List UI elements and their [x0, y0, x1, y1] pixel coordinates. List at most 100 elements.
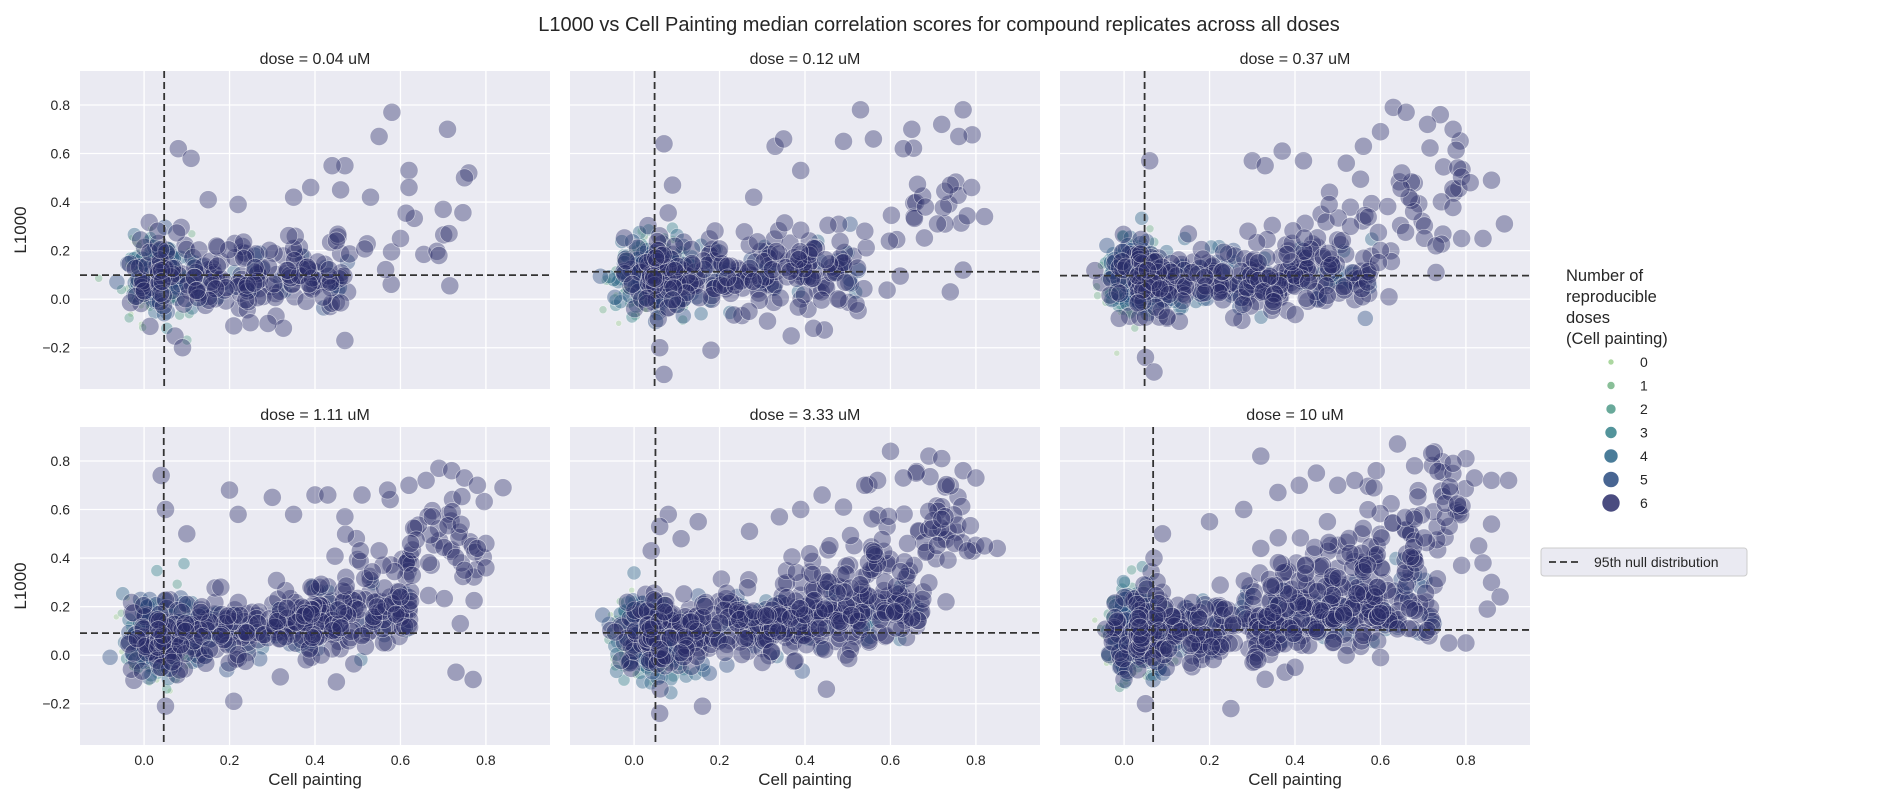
data-point: [228, 195, 248, 214]
panel-2: dose = 0.12 uM: [570, 51, 1040, 389]
data-point: [1378, 197, 1397, 216]
data-point: [391, 587, 410, 607]
data-point: [369, 127, 389, 146]
data-point: [134, 596, 153, 615]
data-point: [797, 635, 816, 655]
data-point: [1482, 514, 1501, 534]
data-point: [1358, 555, 1377, 575]
data-point: [244, 273, 264, 293]
data-point: [301, 178, 321, 197]
data-point: [615, 319, 623, 327]
legend-label: 2: [1640, 401, 1648, 417]
data-point: [169, 292, 181, 304]
data-point: [1145, 224, 1155, 234]
data-point: [598, 305, 608, 315]
data-point: [850, 575, 870, 595]
data-point: [177, 557, 191, 570]
x-tick-label: 0.0: [134, 752, 154, 768]
data-point: [1113, 349, 1121, 357]
data-point: [325, 546, 345, 566]
data-point: [710, 613, 730, 633]
data-point: [693, 306, 709, 322]
data-point: [966, 468, 986, 488]
data-point: [908, 175, 927, 194]
data-point: [378, 480, 397, 500]
data-point: [1116, 574, 1131, 589]
data-point: [880, 231, 899, 251]
data-point: [828, 289, 848, 309]
data-point: [1128, 660, 1148, 680]
data-point: [1420, 138, 1440, 158]
data-point: [1443, 454, 1463, 473]
data-point: [1440, 477, 1460, 497]
data-point: [957, 206, 977, 226]
data-point: [434, 589, 454, 608]
data-point: [132, 661, 152, 681]
data-point: [611, 651, 631, 670]
data-point: [1255, 669, 1275, 689]
data-point: [446, 662, 466, 682]
data-point: [278, 261, 297, 280]
data-point: [339, 253, 356, 271]
panel-title: dose = 0.12 uM: [750, 51, 861, 68]
data-point: [766, 242, 786, 261]
data-point: [932, 449, 952, 468]
data-point: [328, 600, 348, 620]
data-point: [830, 232, 850, 251]
data-point: [1085, 261, 1105, 280]
data-point: [834, 132, 853, 151]
data-point: [1396, 103, 1416, 122]
data-point: [1319, 533, 1339, 552]
data-point: [1469, 536, 1488, 556]
data-point: [1396, 222, 1415, 242]
data-point: [879, 507, 898, 526]
data-point: [913, 589, 933, 609]
data-point: [827, 583, 847, 603]
data-point: [173, 264, 192, 284]
data-point: [1285, 305, 1305, 324]
data-point: [961, 516, 980, 536]
data-point: [474, 492, 494, 511]
data-point: [790, 599, 810, 618]
data-point: [1357, 310, 1374, 327]
data-point: [841, 526, 860, 545]
data-point: [1296, 289, 1316, 308]
x-axis-label: Cell painting: [1248, 770, 1342, 789]
data-point: [386, 604, 406, 624]
data-point: [949, 127, 969, 146]
data-point: [740, 522, 759, 541]
data-point: [1264, 292, 1283, 311]
data-point: [1257, 630, 1277, 650]
data-point: [663, 290, 682, 310]
data-point: [1358, 500, 1378, 520]
data-point: [650, 679, 670, 699]
x-tick-label: 0.2: [220, 752, 240, 768]
legend: Number of reproducible doses (Cell painting…: [1540, 267, 1748, 577]
data-point: [369, 541, 389, 561]
data-point: [770, 507, 789, 527]
data-point: [1395, 508, 1415, 527]
data-point: [1263, 603, 1283, 623]
x-tick-label: 0.2: [710, 752, 730, 768]
data-point: [1322, 255, 1342, 275]
data-point: [1105, 608, 1125, 627]
data-point: [162, 652, 182, 672]
data-point: [419, 586, 438, 605]
data-point: [171, 578, 183, 590]
data-point: [1347, 584, 1367, 604]
data-point: [859, 630, 879, 650]
legend-marker: [1607, 358, 1615, 366]
data-point: [758, 311, 777, 331]
data-point: [1366, 461, 1386, 481]
data-point: [953, 100, 973, 120]
data-point: [361, 187, 380, 207]
data-point: [864, 129, 883, 149]
legend-marker: [1604, 426, 1618, 439]
data-point: [1401, 547, 1420, 567]
data-point: [1147, 605, 1167, 625]
data-point: [715, 643, 735, 662]
data-point: [140, 213, 159, 232]
data-point: [1144, 362, 1164, 382]
data-point: [108, 273, 126, 291]
data-point: [422, 507, 442, 527]
